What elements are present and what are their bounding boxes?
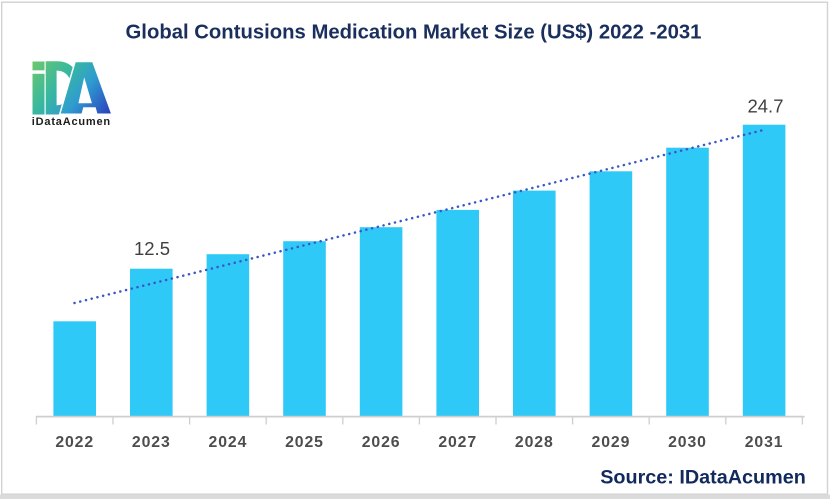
svg-text:2031: 2031 [745,434,784,451]
svg-text:Global Contusions Medication M: Global Contusions Medication Market Size… [126,21,702,43]
svg-text:2023: 2023 [132,434,171,451]
svg-text:iDataAcumen: iDataAcumen [32,116,111,128]
svg-text:2025: 2025 [285,434,324,451]
svg-text:Source: IDataAcumen: Source: IDataAcumen [600,466,806,488]
svg-text:2028: 2028 [515,434,554,451]
svg-text:2029: 2029 [592,434,631,451]
svg-text:12.5: 12.5 [134,238,170,259]
svg-text:24.7: 24.7 [747,95,783,116]
svg-text:2027: 2027 [438,434,477,451]
svg-text:2024: 2024 [209,434,248,451]
svg-text:2026: 2026 [362,434,401,451]
svg-text:2030: 2030 [668,434,707,451]
svg-text:2022: 2022 [55,434,94,451]
